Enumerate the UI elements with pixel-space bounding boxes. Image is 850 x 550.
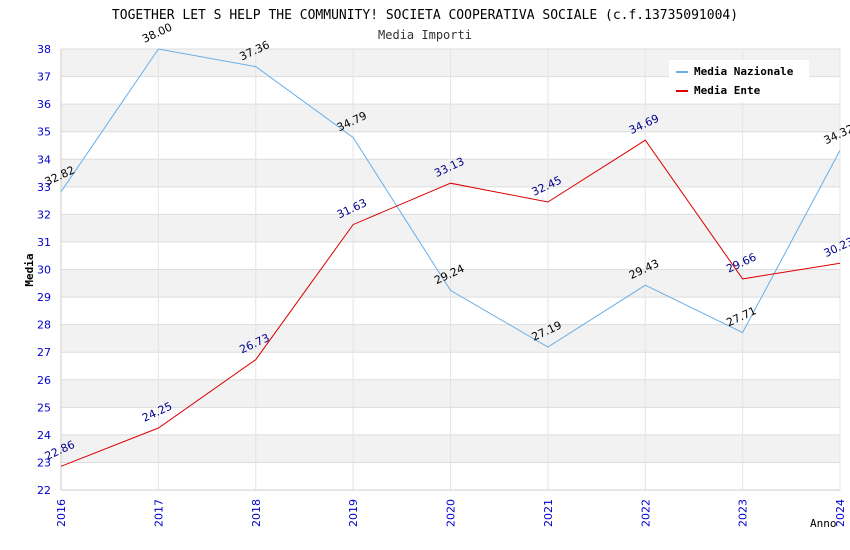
y-tick-labels: 22 23 24 25 26 27 28 29 30 31 32 33 34 35 36 37 38 [37,43,51,497]
x-tick-label: 2018 [250,499,263,527]
y-axis-label: Media [23,253,36,286]
y-tick-label: 24 [37,429,51,442]
y-tick-label: 22 [37,484,51,497]
legend-label-media-ente: Media Ente [694,84,761,97]
chart-subtitle: Media Importi [378,28,472,42]
series-line-media-ente [60,139,841,467]
y-tick-label: 32 [37,208,51,221]
x-tick-labels: 2016 2017 2018 2019 2020 2021 2022 2023 2024 [55,499,847,527]
legend-box [669,60,809,102]
y-tick-label: 35 [37,126,51,139]
x-axis-label: Anno [810,517,837,530]
y-tick-label: 30 [37,264,51,277]
chart-title: TOGETHER LET S HELP THE COMMUNITY! SOCIE… [112,8,738,23]
x-tick-label: 2022 [639,499,652,527]
series-lines [60,48,841,467]
y-tick-label: 25 [37,401,51,414]
x-tick-label: 2024 [834,499,847,527]
y-tick-label: 38 [37,43,51,56]
y-tick-label: 23 [37,456,51,469]
data-label: 38.00 [140,21,174,46]
y-tick-label: 31 [37,236,51,249]
x-tick-label: 2019 [347,499,360,527]
y-tick-label: 26 [37,374,51,387]
legend-label-media-nazionale: Media Nazionale [694,65,794,78]
x-tick-label: 2023 [737,499,750,527]
x-tick-label: 2017 [152,499,165,527]
x-tick-label: 2016 [55,499,68,527]
y-tick-label: 29 [37,291,51,304]
y-tick-label: 33 [37,181,51,194]
y-tick-label: 27 [37,346,51,359]
series-line-media-nazionale [60,48,841,348]
y-tick-label: 36 [37,98,51,111]
y-tick-label: 37 [37,71,51,84]
x-tick-label: 2020 [445,499,458,527]
y-tick-label: 28 [37,319,51,332]
x-tick-label: 2021 [542,499,555,527]
legend: Media Nazionale Media Ente [669,60,809,102]
y-tick-label: 34 [37,153,51,166]
